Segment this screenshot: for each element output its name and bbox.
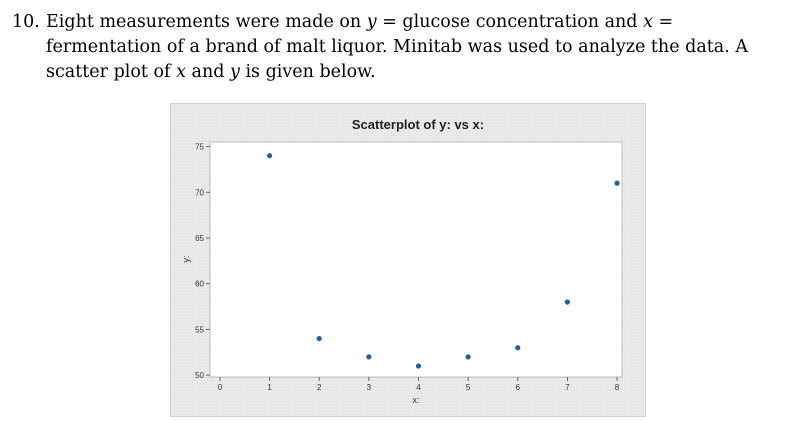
scatter-point: [614, 180, 620, 186]
x-axis-label: x:: [412, 395, 419, 405]
variable-y: y: [366, 12, 377, 32]
variable-y: y: [230, 62, 240, 82]
y-tick-label: 65: [195, 234, 204, 243]
question-body: Eight measurements were made on y = gluc…: [46, 10, 782, 85]
x-tick-label: 7: [565, 383, 570, 392]
x-tick-label: 1: [267, 383, 272, 392]
x-tick-label: 8: [615, 383, 620, 392]
chart-panel-border: [170, 103, 646, 417]
scatter-point: [465, 354, 471, 360]
scatter-point: [366, 354, 372, 360]
question-text-part: and: [185, 62, 230, 82]
y-axis-ticks: 50 55 60 65 70 75: [195, 143, 210, 380]
y-tick-label: 75: [195, 143, 204, 152]
scatter-point: [564, 299, 570, 305]
y-tick-label: 50: [195, 371, 204, 380]
question-number: 10.: [12, 12, 40, 32]
x-tick-label: 3: [367, 383, 372, 392]
y-tick-label: 55: [195, 325, 204, 334]
y-tick-label: 60: [195, 280, 204, 289]
x-tick-label: 4: [416, 383, 421, 392]
x-tick-label: 0: [218, 383, 223, 392]
x-tick-label: 2: [317, 383, 322, 392]
question-text-part: is given below.: [239, 62, 376, 82]
plot-area: [209, 141, 623, 378]
scatter-point: [515, 345, 521, 351]
x-axis-ticks: 0 1 2 3 4 5 6 7 8: [218, 377, 620, 392]
question-text-part: = glucose concentration and: [376, 12, 644, 32]
variable-x: x: [176, 62, 186, 82]
x-tick-label: 6: [516, 383, 521, 392]
chart-title: Scatterplot of y: vs x:: [352, 117, 484, 132]
question-text-part: = fermentation of a brand of malt liquor…: [46, 12, 748, 82]
scatter-points: [266, 153, 620, 369]
y-tick-label: 70: [195, 188, 204, 197]
scatter-point: [266, 153, 273, 159]
question-text: 10. Eight measurements were made on y = …: [12, 10, 782, 85]
scatter-point: [415, 363, 422, 369]
x-tick-label: 5: [466, 383, 471, 392]
scatter-point: [316, 335, 322, 342]
variable-x: x: [643, 12, 653, 32]
y-axis-label: y:: [181, 255, 191, 262]
question-text-part: Eight measurements were made on: [46, 12, 367, 32]
